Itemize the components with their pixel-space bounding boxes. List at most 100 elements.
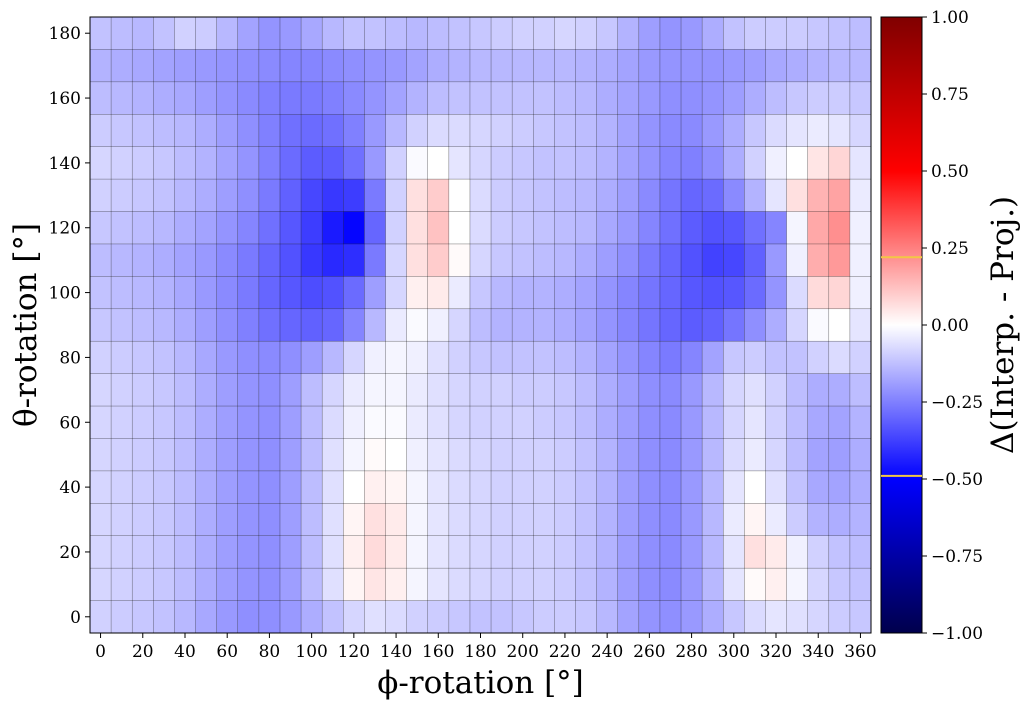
heatmap-cell <box>681 81 703 115</box>
cell-grid <box>90 17 871 633</box>
heatmap-cell <box>195 49 217 82</box>
heatmap-cell <box>132 49 154 82</box>
heatmap-cell <box>216 373 238 407</box>
heatmap-cell <box>343 470 365 504</box>
heatmap-cell <box>807 81 829 115</box>
heatmap-cell <box>596 276 618 309</box>
heatmap-cell <box>596 243 618 277</box>
heatmap-cell <box>491 179 513 212</box>
heatmap-cell <box>427 146 449 180</box>
heatmap-cell <box>279 341 302 374</box>
heatmap-cell <box>828 146 850 180</box>
heatmap-cell <box>132 470 154 504</box>
heatmap-cell <box>849 243 871 277</box>
heatmap-cell <box>807 146 829 180</box>
heatmap-cell <box>258 179 280 212</box>
heatmap-cell <box>216 568 238 601</box>
heatmap-cell <box>491 114 513 147</box>
heatmap-cell <box>786 438 808 471</box>
heatmap-cell <box>385 243 407 277</box>
heatmap-cell <box>575 179 597 212</box>
heatmap-cell <box>744 211 766 244</box>
heatmap-cell <box>174 600 196 633</box>
heatmap-cell <box>406 600 428 633</box>
heatmap-cell <box>744 243 766 277</box>
heatmap-cell <box>153 438 175 471</box>
heatmap-cell <box>406 179 428 212</box>
heatmap-cell <box>512 406 534 439</box>
heatmap-cell <box>216 114 238 147</box>
heatmap-cell <box>195 114 217 147</box>
heatmap-cell <box>153 341 175 374</box>
heatmap-cell <box>90 308 112 342</box>
heatmap-cell <box>195 470 217 504</box>
heatmap-cell <box>301 600 323 633</box>
heatmap-cell <box>385 146 407 180</box>
heatmap-cell <box>849 308 871 342</box>
heatmap-cell <box>638 308 660 342</box>
heatmap-cell <box>406 49 428 82</box>
heatmap-cell <box>596 49 618 82</box>
heatmap-cell <box>681 17 703 50</box>
heatmap-cell <box>111 308 133 342</box>
heatmap-cell <box>617 179 639 212</box>
heatmap-cell <box>111 503 133 536</box>
colorbar-markers <box>881 256 922 477</box>
heatmap-cell <box>406 308 428 342</box>
heatmap-cell <box>659 535 682 569</box>
heatmap-cell <box>90 600 112 633</box>
heatmap-cell <box>596 146 618 180</box>
x-tick-label: 40 <box>174 642 196 662</box>
heatmap-cell <box>596 438 618 471</box>
heatmap-cell <box>132 211 154 244</box>
heatmap-cell <box>723 535 745 569</box>
heatmap-cell <box>533 308 555 342</box>
heatmap-cell <box>849 179 871 212</box>
heatmap-cell <box>828 17 850 50</box>
heatmap-cell <box>469 503 492 536</box>
heatmap-cell <box>744 406 766 439</box>
heatmap-cell <box>132 373 154 407</box>
heatmap-cell <box>786 49 808 82</box>
heatmap-cell <box>575 81 597 115</box>
heatmap-cell <box>807 243 829 277</box>
heatmap-cell <box>554 373 576 407</box>
heatmap-cell <box>343 276 365 309</box>
heatmap-cell <box>301 470 323 504</box>
heatmap-cell <box>237 81 259 115</box>
heatmap-cell <box>364 341 386 374</box>
heatmap-cell <box>132 568 154 601</box>
heatmap-cell <box>596 503 618 536</box>
heatmap-cell <box>681 276 703 309</box>
heatmap-cell <box>90 17 112 50</box>
heatmap-cell <box>237 308 259 342</box>
heatmap-cell <box>343 179 365 212</box>
heatmap-cell <box>385 373 407 407</box>
heatmap-cell <box>828 406 850 439</box>
heatmap-cell <box>786 211 808 244</box>
heatmap-cell <box>301 373 323 407</box>
heatmap-cell <box>554 470 576 504</box>
heatmap-cell <box>554 568 576 601</box>
heatmap-cell <box>258 406 280 439</box>
heatmap-cell <box>343 49 365 82</box>
heatmap-cell <box>385 49 407 82</box>
heatmap-cell <box>807 535 829 569</box>
heatmap-cell <box>554 406 576 439</box>
heatmap-cell <box>195 81 217 115</box>
heatmap-cell <box>849 406 871 439</box>
heatmap-cell <box>828 600 850 633</box>
colorbar <box>880 16 923 634</box>
heatmap-cell <box>849 503 871 536</box>
heatmap-cell <box>427 243 449 277</box>
heatmap-cell <box>448 568 470 601</box>
heatmap-cell <box>216 600 238 633</box>
heatmap-cell <box>343 535 365 569</box>
heatmap-cell <box>406 373 428 407</box>
heatmap-cell <box>111 600 133 633</box>
heatmap-cell <box>596 179 618 212</box>
heatmap-cell <box>343 438 365 471</box>
heatmap-cell <box>638 568 660 601</box>
heatmap-cell <box>681 308 703 342</box>
heatmap-cell <box>174 146 196 180</box>
